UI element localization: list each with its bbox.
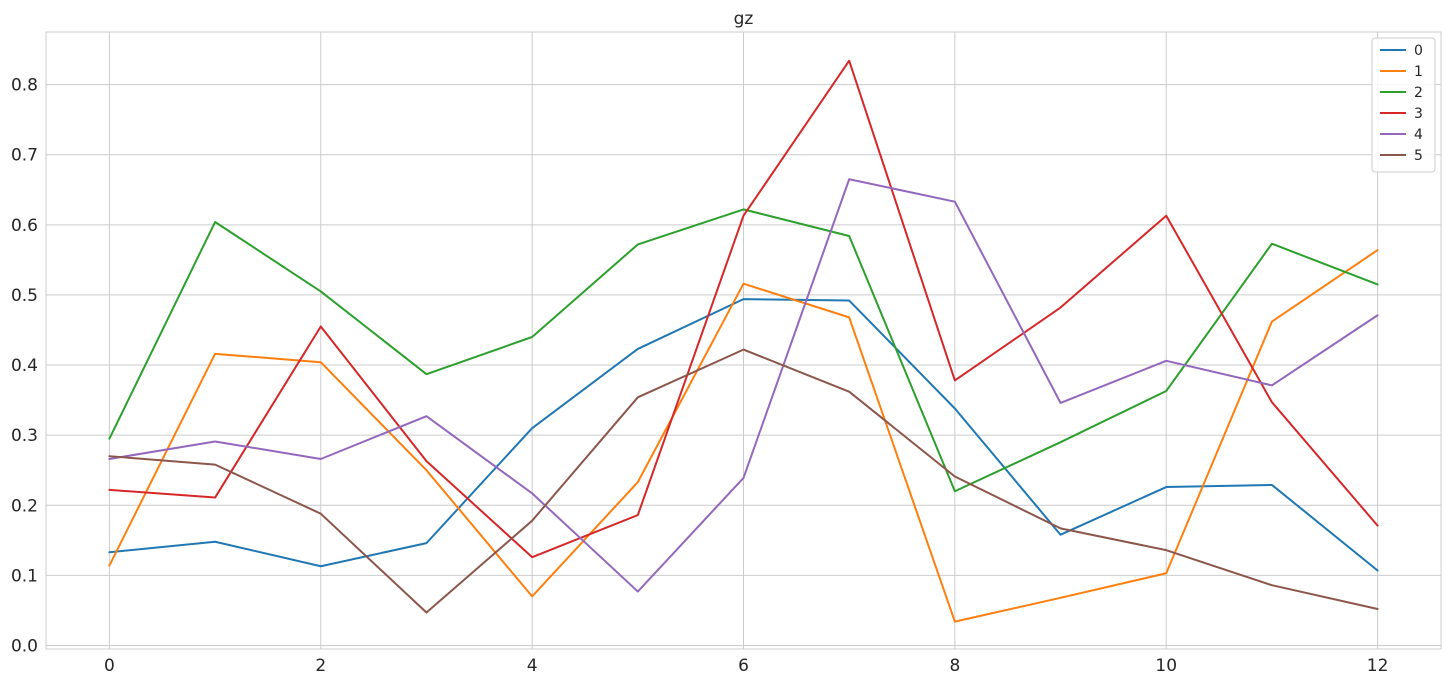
y-tick-labels: 0.0 0.1 0.2 0.3 0.4 0.5 0.6 0.7 0.8 (11, 76, 38, 657)
y-tick-label: 0.8 (11, 76, 38, 96)
x-tick-labels: 0 2 4 6 8 10 12 (104, 656, 1388, 676)
x-tick-label: 12 (1367, 656, 1389, 676)
y-tick-label: 0.4 (11, 356, 38, 376)
x-tick-label: 4 (527, 656, 538, 676)
y-tick-label: 0.2 (11, 496, 38, 516)
legend-label: 3 (1414, 106, 1423, 122)
x-tick-label: 0 (104, 656, 115, 676)
grid-layer (46, 32, 1441, 649)
x-tick-label: 8 (949, 656, 960, 676)
legend: 0 1 2 3 4 5 (1371, 37, 1436, 173)
y-tick-label: 0.7 (11, 146, 38, 166)
legend-label: 4 (1414, 127, 1423, 143)
legend-label: 2 (1414, 85, 1423, 101)
series-layer (108, 59, 1379, 623)
y-tick-label: 0.5 (11, 286, 38, 306)
legend-box (1371, 37, 1436, 173)
legend-label: 1 (1414, 64, 1423, 80)
legend-label: 0 (1414, 43, 1423, 59)
series-line-4 (108, 178, 1379, 593)
series-line-5 (108, 348, 1379, 614)
series-line-1 (108, 249, 1379, 623)
series-line-2 (108, 208, 1379, 493)
y-tick-label: 0.0 (11, 636, 38, 656)
x-tick-label: 6 (738, 656, 749, 676)
y-tick-label: 0.6 (11, 216, 38, 236)
series-line-0 (108, 298, 1379, 572)
y-tick-label: 0.1 (11, 566, 38, 586)
x-tick-label: 10 (1155, 656, 1177, 676)
legend-label: 5 (1414, 148, 1423, 164)
series-line-3 (108, 59, 1379, 559)
x-tick-label: 2 (315, 656, 326, 676)
chart-title: gz (734, 9, 754, 29)
plot-frame (45, 31, 1442, 650)
y-tick-label: 0.3 (11, 426, 38, 446)
